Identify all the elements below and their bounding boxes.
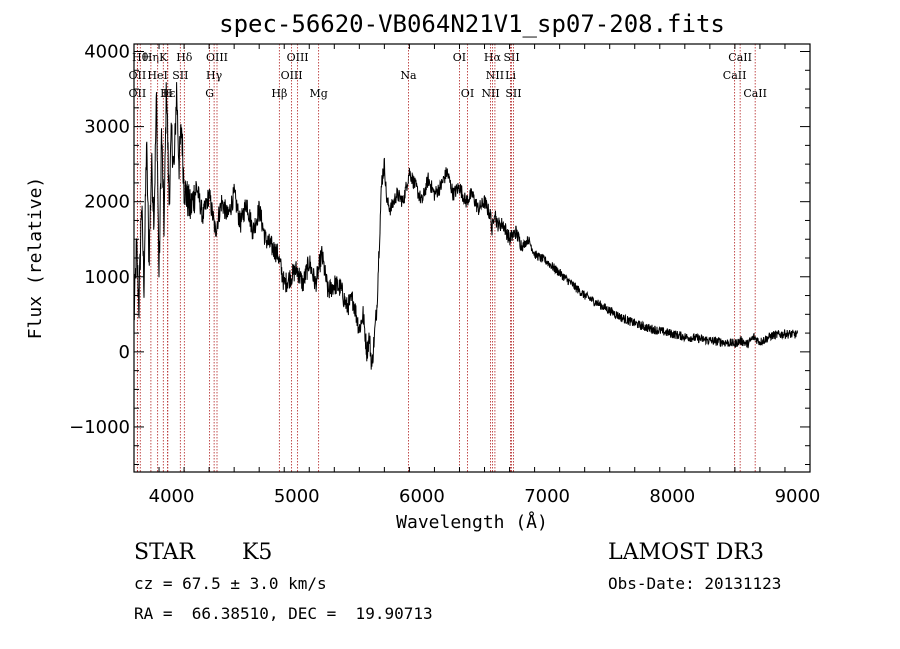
x-tick-label: 9000 bbox=[775, 486, 821, 507]
spectral-line-label: SII bbox=[503, 51, 519, 64]
spectral-line-label: Li bbox=[505, 69, 516, 82]
axes: 4000 5000 6000 7000 8000 9000 −1000 0 1000 2000 30… bbox=[69, 42, 820, 507]
spectral-line-label: NII bbox=[481, 87, 499, 100]
y-tick-label: −1000 bbox=[69, 417, 130, 438]
coordinates: RA = 66.38510, DEC = 19.90713 bbox=[134, 604, 433, 623]
spectral-line-label: Hγ bbox=[206, 69, 223, 82]
spectral-line-label: CaII bbox=[723, 69, 747, 82]
spectral-line-label: H bbox=[163, 87, 173, 100]
spectral-line-label: OIII bbox=[281, 69, 303, 82]
observation-date: Obs-Date: 20131123 bbox=[608, 574, 782, 593]
spectral-line-label: Hη bbox=[143, 51, 159, 64]
x-tick-label: 5000 bbox=[274, 486, 320, 507]
spectral-line-label: Hθ bbox=[132, 51, 149, 64]
spectral-line-label: OI bbox=[461, 87, 474, 100]
x-axis-label: Wavelength (Å) bbox=[396, 511, 548, 533]
x-tick-label: 7000 bbox=[524, 486, 570, 507]
spectral-line-label: CaII bbox=[728, 51, 752, 64]
spectral-line-label: HeI bbox=[147, 69, 167, 82]
spectral-line-label: Mg bbox=[309, 87, 327, 100]
spectral-subclass: K5 bbox=[242, 540, 273, 565]
spectral-line-label: K bbox=[159, 51, 168, 64]
spectral-line-label: SII bbox=[505, 87, 521, 100]
plot-frame bbox=[133, 43, 811, 473]
x-tick-label: 4000 bbox=[149, 486, 195, 507]
spectral-line-label: G bbox=[205, 87, 214, 100]
y-tick-label: 4000 bbox=[84, 42, 130, 63]
redshift-value: cz = 67.5 ± 3.0 km/s bbox=[134, 574, 327, 593]
y-axis-label: Flux (relative) bbox=[25, 177, 46, 340]
y-tick-label: 3000 bbox=[84, 117, 130, 138]
object-type: STAR bbox=[134, 540, 195, 565]
spectral-line-label: Na bbox=[400, 69, 417, 82]
spectral-line-label: Hα bbox=[484, 51, 502, 64]
spectral-line-label: NII bbox=[486, 69, 504, 82]
spectral-line-label: SII bbox=[172, 69, 188, 82]
spectral-line-label: OII bbox=[129, 87, 147, 100]
spectral-line-label: OIII bbox=[287, 51, 309, 64]
y-tick-label: 0 bbox=[119, 342, 130, 363]
spectral-line-label: CaII bbox=[743, 87, 767, 100]
y-tick-label: 1000 bbox=[84, 267, 130, 288]
chart-title: spec-56620-VB064N21V1_sp07-208.fits bbox=[219, 10, 725, 38]
spectral-line-label: OI bbox=[453, 51, 466, 64]
survey-name: LAMOST DR3 bbox=[608, 540, 764, 565]
y-tick-label: 2000 bbox=[84, 192, 130, 213]
spectrum-line bbox=[133, 82, 798, 370]
spectral-line-label: Hβ bbox=[271, 87, 287, 100]
spectral-line-label: Hδ bbox=[176, 51, 193, 64]
spectral-line-label: OIII bbox=[206, 51, 228, 64]
x-tick-label: 8000 bbox=[649, 486, 695, 507]
x-tick-label: 6000 bbox=[399, 486, 445, 507]
